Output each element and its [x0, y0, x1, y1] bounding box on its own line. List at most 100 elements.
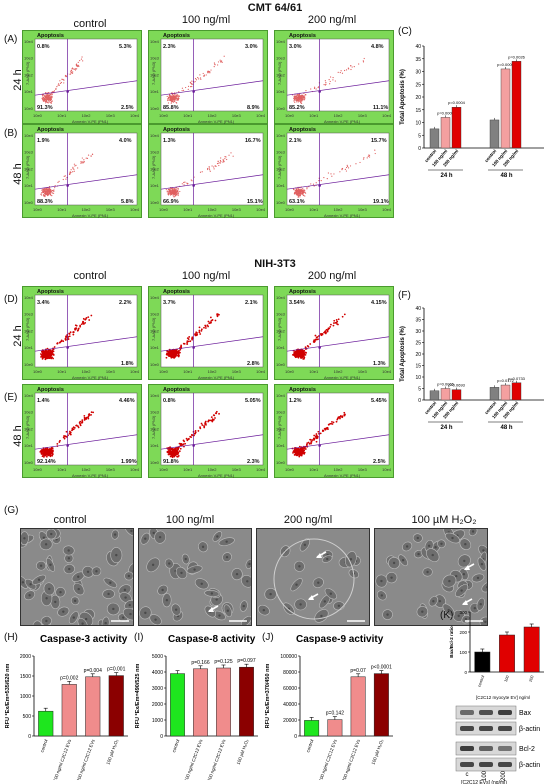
flow-event-dot — [72, 333, 75, 336]
nucleus — [417, 552, 420, 556]
flow-event-dot — [210, 319, 213, 322]
x-tick-label: 10e0 — [33, 113, 43, 118]
gate-node — [318, 444, 321, 447]
flow-event-dot — [207, 320, 210, 323]
flow-event-dot — [345, 170, 348, 172]
nucleus — [152, 531, 155, 535]
flow-event-dot — [47, 192, 49, 194]
flow-event-dot — [168, 191, 171, 193]
x-tick-label: 10e2 — [82, 207, 92, 212]
gate-horizontal-line — [34, 174, 138, 190]
flow-event-dot — [331, 175, 333, 177]
flow-event-dot — [300, 99, 302, 102]
flow-event-dot — [170, 102, 172, 104]
flow-event-dot — [327, 327, 330, 330]
lane-label: c — [466, 772, 469, 778]
flow-event-dot — [347, 167, 350, 169]
bar — [350, 676, 366, 737]
x-tick-label: 10e2 — [334, 207, 344, 212]
quadrant-upper-left: 1.4% — [37, 398, 50, 404]
bar — [489, 119, 500, 149]
flow-event-dot — [214, 319, 217, 322]
nucleus — [464, 542, 467, 546]
flow-event-dot — [44, 193, 46, 195]
bar — [511, 382, 522, 401]
gate-label: Apoptosis — [37, 387, 64, 393]
y-tick-label: 20000 — [283, 718, 297, 724]
flow-event-dot — [213, 62, 216, 64]
y-tick-label: 10e3 — [150, 150, 160, 155]
flow-event-dot — [42, 97, 44, 99]
x-tick-label: 10e0 — [159, 369, 169, 374]
flow-event-dot — [209, 419, 212, 422]
flow-event-dot — [319, 432, 322, 435]
flow-event-dot — [210, 416, 213, 419]
flow-event-dot — [197, 430, 200, 432]
flow-event-dot — [302, 354, 305, 356]
flow-event-dot — [42, 453, 44, 456]
flow-event-dot — [325, 331, 327, 334]
y-tick-label: 0 — [418, 146, 421, 152]
flow-event-dot — [56, 442, 59, 445]
flow-event-dot — [69, 171, 71, 173]
flow-event-dot — [306, 187, 308, 189]
flow-event-dot — [204, 327, 207, 329]
flow-event-dot — [63, 434, 65, 437]
gate-node — [66, 444, 69, 447]
flow-event-dot — [224, 158, 226, 160]
quadrant-lower-left: 85.2% — [289, 105, 305, 111]
flow-event-dot — [62, 78, 64, 81]
y-tick-label: 35 — [415, 57, 421, 63]
col-label-200: 200 ng/ml — [307, 14, 357, 26]
x-axis-label: Annexin V-PE (PN1) — [198, 473, 235, 478]
flow-event-dot — [358, 63, 360, 65]
flow-event-dot — [193, 432, 196, 435]
nucleus — [165, 598, 169, 602]
flow-event-dot — [177, 188, 179, 190]
nucleus — [86, 570, 90, 574]
nucleus — [112, 607, 115, 611]
gate-label: Apoptosis — [163, 33, 190, 39]
nucleus — [248, 562, 251, 566]
nucleus — [440, 542, 443, 545]
quadrant-lower-left: 91.3% — [37, 105, 53, 111]
bar — [489, 387, 500, 401]
flow-event-dot — [49, 101, 51, 103]
flow-event-dot — [198, 331, 201, 334]
flow-event-dot — [184, 181, 186, 183]
flow-event-dot — [362, 60, 364, 62]
flow-event-dot — [213, 166, 215, 168]
flow-plot: Apoptosis 10e4 10e3 10e2 10e1 10e0 10e0 10e1 10e… — [274, 286, 394, 380]
y-tick-label: 10 — [415, 121, 421, 127]
gate-horizontal-line — [34, 336, 138, 352]
p-value-label: p=0.07 — [350, 668, 366, 674]
flow-event-dot — [50, 193, 52, 195]
flow-event-dot — [189, 340, 192, 343]
flow-event-dot — [69, 173, 71, 175]
col-label-200-nih: 200 ng/ml — [307, 270, 357, 282]
nucleus — [225, 555, 229, 559]
flow-event-dot — [167, 99, 169, 102]
nucleus — [216, 535, 219, 538]
y-tick-label: 3000 — [152, 686, 163, 692]
flow-event-dot — [70, 71, 72, 74]
flow-event-dot — [51, 96, 53, 98]
x-tick-label: 10e0 — [159, 113, 169, 118]
flow-event-dot — [68, 333, 71, 335]
flow-event-dot — [191, 80, 193, 82]
flow-event-dot — [310, 183, 312, 185]
flow-event-dot — [294, 193, 296, 195]
panel-label-a: (A) — [4, 34, 18, 45]
flow-event-dot — [48, 188, 50, 190]
bar — [193, 668, 208, 737]
y-tick-label: 10e3 — [24, 56, 34, 61]
gate-label: Apoptosis — [289, 387, 316, 393]
flow-event-dot — [47, 453, 49, 456]
flow-event-dot — [69, 73, 71, 75]
flow-event-dot — [80, 58, 83, 60]
flow-event-dot — [341, 72, 344, 74]
bar — [327, 719, 343, 737]
y-tick-label: 10e0 — [24, 460, 34, 465]
